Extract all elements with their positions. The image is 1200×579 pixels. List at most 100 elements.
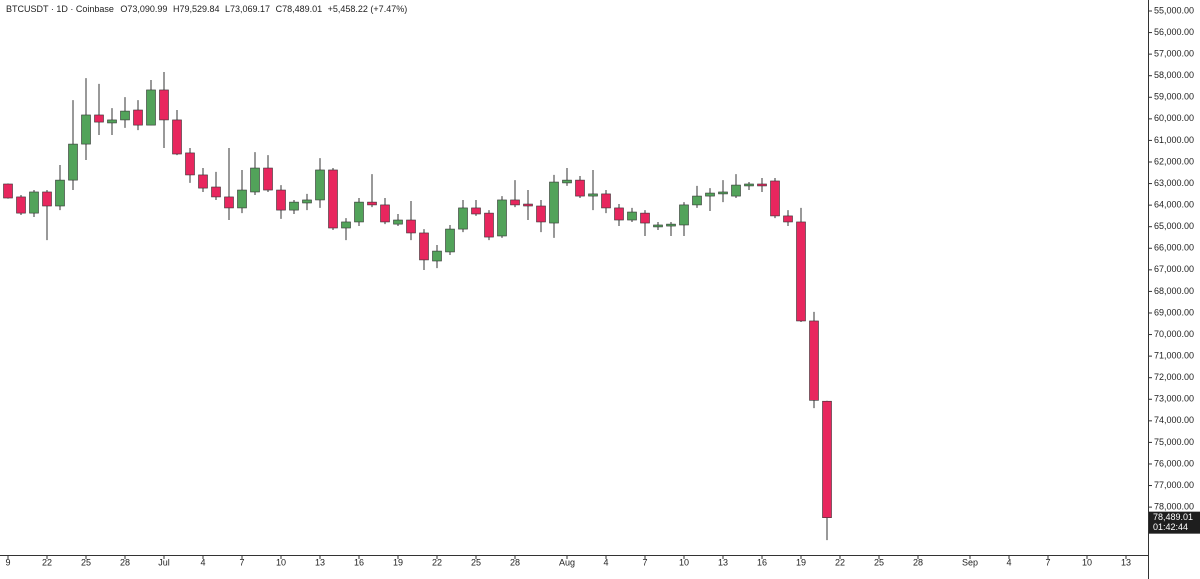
candle-body — [510, 199, 520, 206]
candle-body — [393, 219, 403, 225]
countdown: 01:42:44 — [1153, 522, 1188, 532]
x-tick-label: 13 — [718, 557, 728, 567]
candle-body — [94, 114, 104, 123]
candle-body — [120, 110, 130, 121]
y-tick-label: 78,000.00 — [1154, 501, 1194, 511]
x-tick-label: 19 — [393, 557, 403, 567]
candle-body — [250, 167, 260, 193]
legend-change: +5,458.22 (+7.47%) — [328, 4, 408, 14]
legend-low: L73,069.17 — [225, 4, 270, 14]
x-tick-label: 25 — [874, 557, 884, 567]
candle-body — [640, 212, 650, 224]
y-tick-label: 68,000.00 — [1154, 286, 1194, 296]
x-tick-label: Aug — [559, 557, 575, 567]
x-tick-label: 4 — [1006, 557, 1011, 567]
candle-body — [575, 179, 585, 197]
candle-body — [549, 181, 559, 224]
x-tick-label: 4 — [603, 557, 608, 567]
candle-body — [822, 400, 832, 518]
candle-body — [146, 89, 156, 126]
y-tick-label: 59,000.00 — [1154, 92, 1194, 102]
y-tick-label: 69,000.00 — [1154, 307, 1194, 317]
candle-body — [679, 204, 689, 226]
candle-body — [159, 89, 169, 121]
legend-open: O73,090.99 — [120, 4, 167, 14]
candle-body — [497, 199, 507, 237]
candle-body — [666, 223, 676, 227]
candle-body — [627, 211, 637, 221]
x-tick-label: 22 — [432, 557, 442, 567]
x-tick-label: 10 — [679, 557, 689, 567]
y-tick-label: 56,000.00 — [1154, 27, 1194, 37]
y-tick-label: 57,000.00 — [1154, 49, 1194, 59]
candle-body — [315, 169, 325, 201]
y-tick-label: 62,000.00 — [1154, 156, 1194, 166]
candle-body — [81, 114, 91, 145]
legend: BTCUSDT · 1D · Coinbase O73,090.99 H79,5… — [6, 4, 407, 14]
last-price-label: 78,489.01 — [1153, 512, 1193, 522]
x-tick-label: Jul — [158, 557, 170, 567]
x-tick-label: 16 — [757, 557, 767, 567]
y-tick-label: 64,000.00 — [1154, 200, 1194, 210]
legend-close: C78,489.01 — [276, 4, 323, 14]
candle-body — [185, 152, 195, 176]
candle-body — [198, 174, 208, 189]
candle-body — [588, 193, 598, 197]
candle-body — [432, 250, 442, 262]
legend-symbol: BTCUSDT · 1D · Coinbase — [6, 4, 114, 14]
candle-body — [536, 205, 546, 223]
y-tick-label: 65,000.00 — [1154, 221, 1194, 231]
legend-high: H79,529.84 — [173, 4, 220, 14]
candle-body — [718, 191, 728, 195]
candle-body — [783, 215, 793, 223]
x-tick-label: 7 — [239, 557, 244, 567]
x-tick-label: 7 — [1045, 557, 1050, 567]
candle-body — [601, 193, 611, 209]
candle-body — [705, 192, 715, 197]
candle-body — [731, 184, 741, 197]
candle-body — [484, 212, 494, 238]
candle-body — [406, 219, 416, 234]
candle-body — [107, 119, 117, 124]
candle-body — [419, 232, 429, 261]
candle-body — [458, 207, 468, 230]
candle-body — [692, 195, 702, 206]
y-tick-label: 71,000.00 — [1154, 350, 1194, 360]
y-tick-label: 55,000.00 — [1154, 5, 1194, 15]
y-tick-label: 77,000.00 — [1154, 480, 1194, 490]
candle-body — [302, 199, 312, 204]
x-tick-label: 10 — [276, 557, 286, 567]
y-tick-label: 74,000.00 — [1154, 415, 1194, 425]
candle-body — [341, 221, 351, 229]
x-tick-label: 19 — [796, 557, 806, 567]
last-price-box — [1149, 511, 1200, 534]
candle-body — [471, 207, 481, 215]
x-tick-label: 28 — [120, 557, 130, 567]
candle-body — [211, 186, 221, 198]
candle-body — [523, 203, 533, 207]
candle-body — [354, 201, 364, 223]
y-tick-label: 61,000.00 — [1154, 135, 1194, 145]
candle-body — [653, 224, 663, 228]
y-tick-label: 76,000.00 — [1154, 458, 1194, 468]
candle-body — [289, 201, 299, 211]
x-tick-label: Sep — [962, 557, 978, 567]
candle-body — [172, 119, 182, 155]
candle-body — [562, 179, 572, 184]
y-tick-label: 72,000.00 — [1154, 372, 1194, 382]
candle-body — [380, 204, 390, 223]
x-tick-label: 25 — [81, 557, 91, 567]
x-tick-label: 28 — [510, 557, 520, 567]
y-tick-label: 60,000.00 — [1154, 113, 1194, 123]
candle-body — [29, 191, 39, 214]
candle-body — [744, 183, 754, 187]
x-tick-label: 9 — [5, 557, 10, 567]
x-tick-label: 22 — [42, 557, 52, 567]
x-tick-label: 10 — [1082, 557, 1092, 567]
y-tick-label: 75,000.00 — [1154, 437, 1194, 447]
x-tick-label: 16 — [354, 557, 364, 567]
y-tick-label: 58,000.00 — [1154, 70, 1194, 80]
candle-body — [445, 228, 455, 253]
